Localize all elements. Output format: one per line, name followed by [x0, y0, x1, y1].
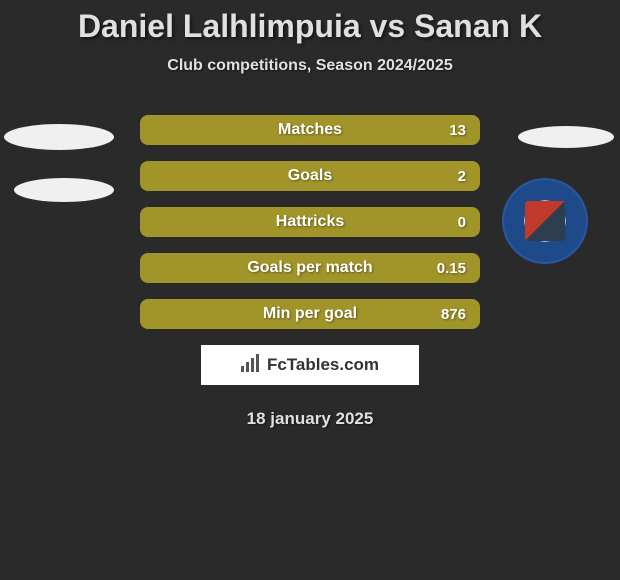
player-left-ellipse-2	[14, 178, 114, 202]
player-right-ellipse-1	[518, 126, 614, 148]
stat-value: 876	[441, 306, 466, 323]
branding-text: FcTables.com	[267, 355, 379, 375]
chart-icon	[241, 354, 261, 377]
stat-value: 2	[458, 168, 466, 185]
stat-label: Hattricks	[276, 213, 344, 231]
date-label: 18 january 2025	[0, 409, 620, 429]
club-badge	[502, 178, 588, 264]
stat-label: Matches	[278, 121, 342, 139]
stat-row-matches: Matches 13	[140, 115, 480, 145]
player-left-ellipse-1	[4, 124, 114, 150]
stat-row-min-per-goal: Min per goal 876	[140, 299, 480, 329]
stat-row-goals-per-match: Goals per match 0.15	[140, 253, 480, 283]
stat-value: 0.15	[437, 260, 466, 277]
stat-row-hattricks: Hattricks 0	[140, 207, 480, 237]
stat-row-goals: Goals 2	[140, 161, 480, 191]
stat-label: Goals	[288, 167, 332, 185]
branding-box[interactable]: FcTables.com	[201, 345, 419, 385]
stat-label: Goals per match	[247, 259, 372, 277]
stat-value: 13	[449, 122, 466, 139]
stats-container: Matches 13 Goals 2 Hattricks 0 Goals per…	[140, 115, 480, 329]
stat-label: Min per goal	[263, 305, 357, 323]
club-badge-shield-icon	[525, 201, 565, 241]
stat-value: 0	[458, 214, 466, 231]
page-title: Daniel Lalhlimpuia vs Sanan K	[0, 0, 620, 45]
page-subtitle: Club competitions, Season 2024/2025	[0, 57, 620, 75]
